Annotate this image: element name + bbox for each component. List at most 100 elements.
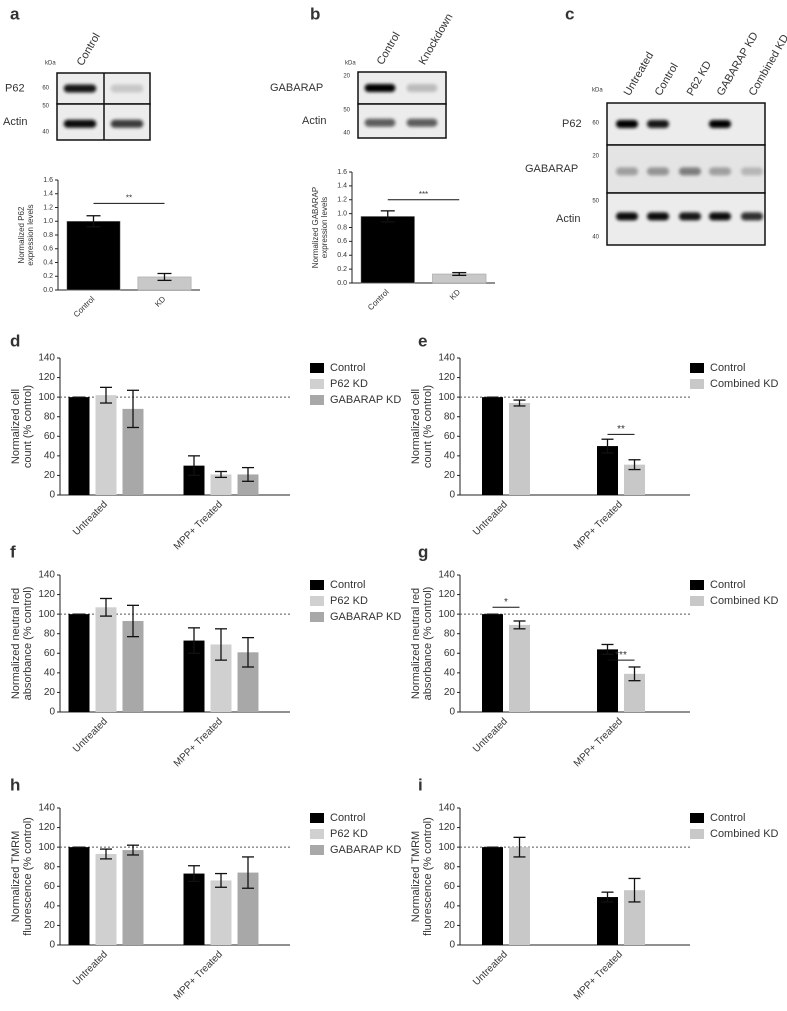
bar [183, 873, 205, 945]
row-label: GABARAP [270, 82, 323, 94]
row-label: P62 [562, 118, 582, 130]
blot-band [364, 118, 396, 127]
row-label: Actin [302, 115, 326, 127]
legend-label: P62 KD [330, 595, 368, 607]
bar [624, 673, 645, 712]
y-tick-label: 60 [444, 431, 456, 442]
error-bar [86, 215, 101, 228]
legend-label: Control [330, 812, 365, 824]
y-tick-label: 100 [438, 842, 455, 853]
y-tick-label: 100 [38, 609, 55, 620]
blot-band [110, 84, 144, 93]
error-bar [242, 636, 254, 668]
y-tick-label: 1.0 [43, 218, 53, 225]
y-tick-label: 80 [444, 628, 456, 639]
error-bar [513, 836, 526, 858]
error-bar [157, 272, 172, 282]
legend-label: Control [330, 362, 365, 374]
blot-band [615, 167, 639, 176]
panel-letter: c [565, 4, 574, 23]
legend-label: Combined KD [710, 378, 779, 390]
panel-letter: i [418, 775, 423, 794]
y-axis-label: expression levels [320, 197, 329, 258]
bar [95, 395, 117, 495]
y-axis-label: fluorescence (% control) [22, 817, 34, 936]
y-tick-label: 40 [444, 450, 456, 461]
legend-swatch [310, 813, 324, 823]
y-axis-label: Normalized P62 [17, 206, 26, 263]
y-tick-label: 100 [38, 842, 55, 853]
error-bar [100, 848, 112, 860]
error-bar [601, 891, 614, 903]
x-tick-label: MPP+ Treated [572, 716, 625, 769]
legend-swatch [690, 813, 704, 823]
legend-label: P62 KD [330, 378, 368, 390]
y-tick-label: 80 [44, 861, 56, 872]
y-axis-label: Normalized GABARAP [311, 187, 320, 268]
y-tick-label: 140 [38, 803, 55, 814]
y-tick-label: 1.6 [43, 177, 53, 184]
y-axis-label: count (% control) [422, 385, 434, 468]
error-bar [100, 597, 112, 617]
x-tick-label: MPP+ Treated [572, 949, 625, 1002]
y-tick-label: 40 [44, 900, 56, 911]
error-bar [242, 466, 254, 482]
y-tick-label: 0 [449, 940, 455, 951]
y-tick-label: 80 [44, 628, 56, 639]
y-axis-label: expression levels [26, 204, 35, 265]
legend-swatch [690, 379, 704, 389]
legend-label: GABARAP KD [330, 394, 401, 406]
y-tick-label: 60 [444, 881, 456, 892]
row-label: GABARAP [525, 163, 578, 175]
y-tick-label: 0.0 [337, 280, 347, 287]
y-tick-label: 20 [44, 920, 56, 931]
y-tick-label: 0.4 [337, 252, 347, 259]
bar [482, 397, 503, 495]
significance-label: ** [126, 193, 132, 202]
y-tick-label: 0 [49, 707, 55, 718]
x-tick-label: Control [72, 294, 97, 319]
y-tick-label: 80 [444, 861, 456, 872]
panel-letter: g [418, 542, 428, 561]
x-tick-label: Untreated [471, 499, 510, 538]
x-tick-label: MPP+ Treated [172, 949, 225, 1002]
bar [237, 474, 259, 495]
bar [183, 640, 205, 712]
y-tick-label: 80 [44, 411, 56, 422]
bar [509, 847, 530, 945]
marker-label: 40 [42, 130, 49, 136]
legend-swatch [310, 596, 324, 606]
marker-label: 50 [592, 199, 599, 205]
legend-swatch [310, 845, 324, 855]
error-bar [601, 438, 614, 454]
x-tick-label: MPP+ Treated [172, 716, 225, 769]
error-bar [452, 271, 467, 277]
y-tick-label: 0.8 [337, 224, 347, 231]
blot-band [740, 212, 764, 221]
blot-band [406, 118, 438, 127]
bar [95, 853, 117, 945]
y-tick-label: 140 [438, 353, 455, 364]
legend-swatch [690, 580, 704, 590]
y-tick-label: 120 [438, 822, 455, 833]
legend-label: Combined KD [710, 595, 779, 607]
y-axis-label: Normalized cell [10, 389, 22, 464]
bar [122, 620, 144, 712]
bar [597, 446, 618, 495]
blot-band [615, 212, 639, 221]
bar [210, 644, 232, 712]
y-tick-label: 60 [44, 648, 56, 659]
error-bar [127, 604, 139, 638]
legend-swatch [690, 829, 704, 839]
error-bar [601, 643, 614, 655]
bar [624, 890, 645, 945]
y-tick-label: 120 [38, 589, 55, 600]
y-tick-label: 0.0 [43, 287, 53, 294]
significance-label: *** [419, 190, 428, 199]
error-bar [127, 389, 139, 429]
lane-label: Control [653, 61, 681, 98]
bar [360, 216, 415, 284]
x-tick-label: MPP+ Treated [572, 499, 625, 552]
blot-band [646, 120, 670, 128]
y-axis-label: absorbance (% control) [22, 587, 34, 701]
